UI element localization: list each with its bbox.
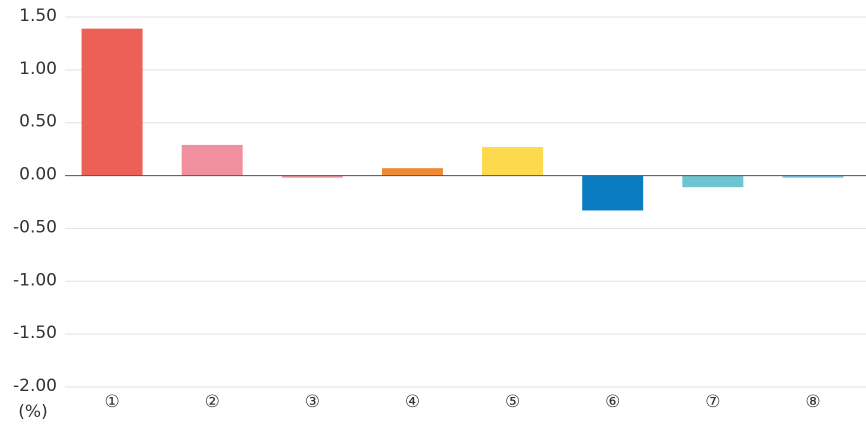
y-tick-label: 1.00: [19, 59, 57, 79]
x-tick-label: ③: [305, 392, 320, 412]
bar: [381, 168, 443, 176]
y-tick-label: 0.50: [19, 112, 57, 132]
x-tick-label: ①: [104, 392, 119, 412]
x-tick-label: ⑦: [705, 392, 720, 412]
x-tick-label: ②: [205, 392, 220, 412]
x-tick-label: ⑧: [805, 392, 820, 412]
bar: [782, 175, 844, 178]
bar: [81, 28, 143, 176]
y-tick-label: -2.00: [13, 376, 57, 396]
y-tick-label: -0.50: [13, 217, 57, 237]
x-tick-label: ⑤: [505, 392, 520, 412]
y-tick-label: -1.00: [13, 270, 57, 290]
y-tick-label: 1.50: [19, 6, 57, 26]
y-tick-label: -1.50: [13, 323, 57, 343]
bar: [582, 175, 644, 211]
x-tick-label: ④: [405, 392, 420, 412]
y-unit: (%): [18, 402, 47, 422]
y-tick-label: 0.00: [19, 165, 57, 185]
bar: [281, 175, 343, 178]
bar: [181, 144, 243, 176]
x-tick-label: ⑥: [605, 392, 620, 412]
bar: [682, 175, 744, 188]
bar: [482, 147, 544, 176]
